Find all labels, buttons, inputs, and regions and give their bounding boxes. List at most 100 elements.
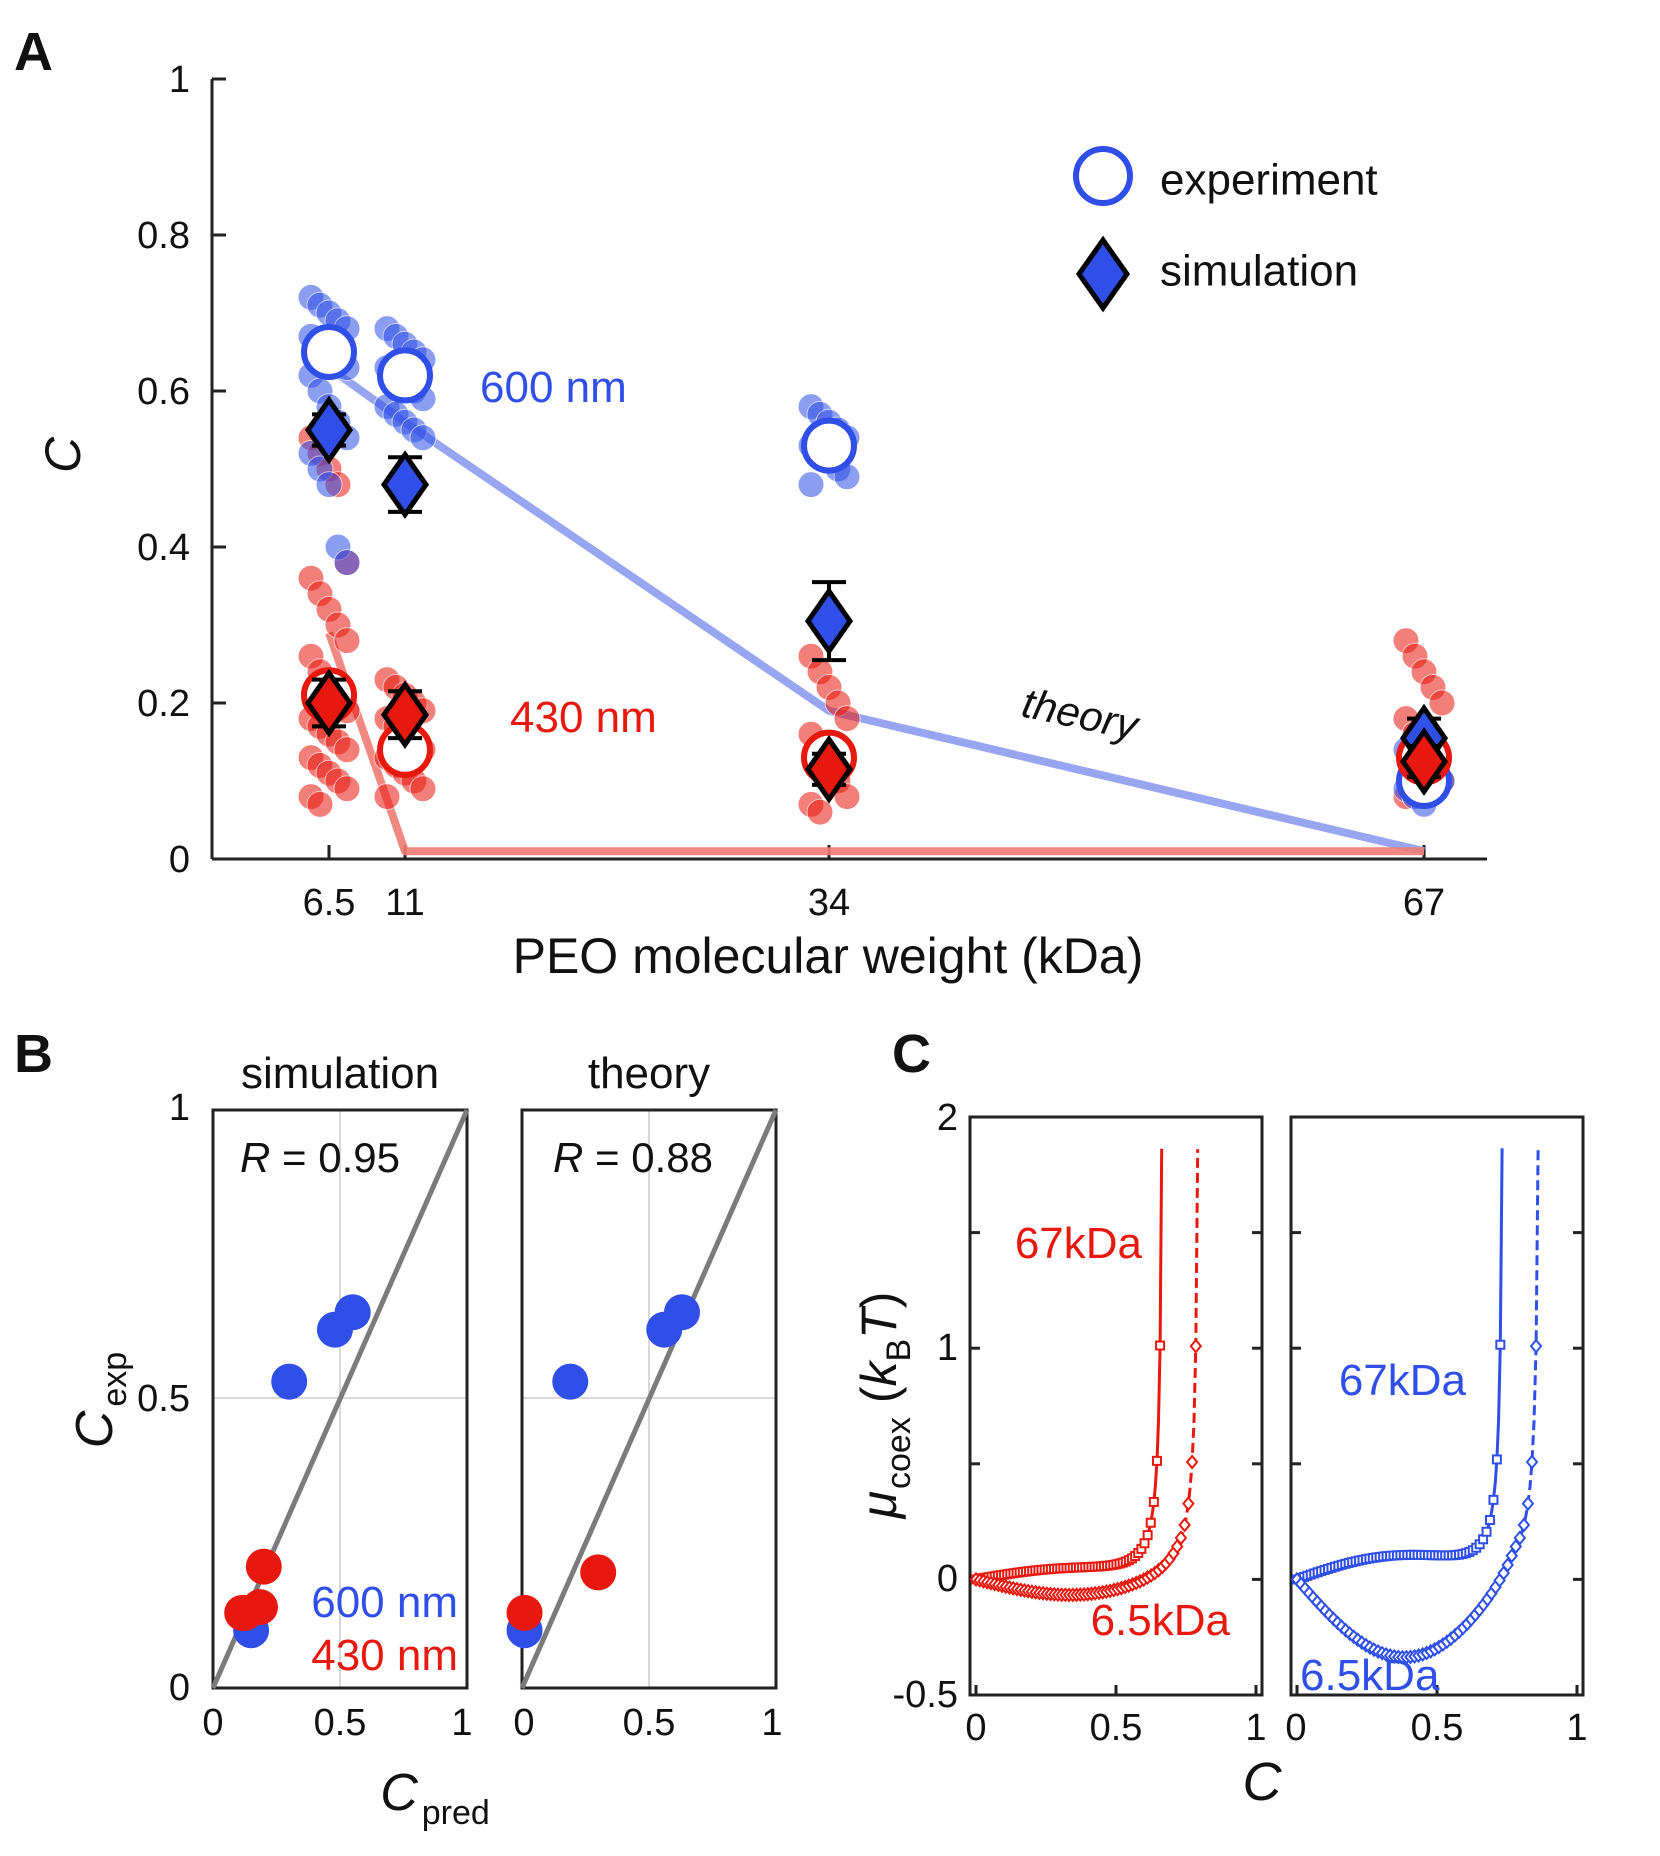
b1-legend-600nm: 600 nm [311,1578,458,1627]
c1-xtick-label: 1 [1245,1707,1266,1749]
b-point [316,1311,353,1348]
a-y-ticks: 0 0.2 0.4 0.6 0.8 1 [137,59,226,881]
c-marker [1189,1338,1203,1354]
a-simulation-point [304,668,354,738]
c-marker [1182,1496,1195,1512]
c-marker [1495,1339,1506,1350]
legend-simulation-label: simulation [1160,247,1358,296]
c-marker [1484,1515,1495,1526]
a-simulation-point [380,450,430,519]
c1-label-67kDa: 67kDa [1015,1219,1143,1268]
a-spread-point [306,790,334,818]
c-marker [1481,1526,1492,1537]
c-right-plot: 67kDa 6.5kDa 0 0.5 1 [1285,1115,1588,1749]
b-ylabel-main: C [66,1410,124,1448]
c-marker [1491,1454,1502,1465]
c-ylabel-mu: μ [851,1491,907,1520]
c-ylabel-close: ) [851,1292,907,1309]
a-label-600nm: 600 nm [480,363,627,412]
a-ytick-label: 1 [169,59,190,101]
c1-tick-marks [970,1115,1262,1697]
a-spread-point [833,783,861,811]
a-ytick-label: 0 [169,839,190,881]
c-marker [1139,1538,1150,1549]
b-point [580,1554,617,1591]
c-marker [1178,1517,1191,1533]
b2-xtick-label: 1 [761,1702,782,1744]
b-left-plot: simulation R = 0.95 600 nm 430 nm 1 0.5 … [66,1049,490,1832]
b1-xtick-label: 1 [451,1702,472,1744]
b-point [245,1548,282,1585]
c1-ytick-label: 1 [937,1327,958,1369]
panel-b: simulation R = 0.95 600 nm 430 nm 1 0.5 … [66,1049,783,1832]
a-experiment-markers [301,324,1452,809]
b-xlabel-sub: pred [422,1794,490,1832]
c-marker [1501,1557,1515,1573]
c1-ytick-label: 0 [937,1558,958,1600]
a-spread-point [797,471,825,499]
b2-r-symbol: R [553,1134,583,1181]
c-ylabel-open: ( [851,1386,907,1403]
c1-ytick-label: -0.5 [893,1674,958,1716]
b1-ytick-label: 0.5 [137,1378,190,1420]
b2-title: theory [588,1049,710,1098]
c-marker [1505,1548,1519,1564]
b-point [646,1311,683,1348]
c2-xtick-label: 0.5 [1411,1707,1464,1749]
c-ylabel-sub: coex [880,1417,918,1489]
a-spread-point [315,471,343,499]
b1-xtick-label: 0 [202,1702,223,1744]
c-marker [1142,1530,1153,1541]
c-ylabel-t: T [851,1305,907,1339]
b2-xtick-label: 0.5 [623,1702,676,1744]
c-marker [1151,1455,1162,1466]
b1-title: simulation [241,1049,439,1098]
b-xlabel-main: C [380,1764,418,1822]
c-marker [1513,1530,1527,1546]
a-theory-lines [325,364,1425,856]
b-y-axis-title: Cexp [66,1352,134,1448]
b1-r-symbol: R [240,1134,270,1181]
c1-xtick-label: 0.5 [1090,1707,1143,1749]
c-marker [1145,1517,1156,1528]
a-ytick-label: 0.8 [137,215,190,257]
a-simulation-point [380,680,430,750]
a-experiment-spread [297,283,1456,826]
b2-r-annotation: R = 0.88 [553,1134,713,1181]
c1-ytick-label: 2 [937,1097,958,1139]
b1-frame [211,1108,469,1690]
c-marker [1148,1496,1159,1507]
b2-xtick-label: 0 [513,1702,534,1744]
c-marker [1525,1454,1539,1470]
c2-tick-marks [1291,1115,1583,1697]
c2-curves [1290,1148,1543,1665]
b2-identity-line [519,1108,779,1690]
b2-frame [520,1108,778,1690]
a-spread-point [333,549,361,577]
panel-label-b: B [14,1024,53,1084]
b-point [552,1363,589,1400]
b2-points [506,1294,701,1649]
c-y-axis-title: μcoex (kBT) [851,1292,918,1521]
legend-simulation-marker [1075,235,1131,313]
a-spread-point [806,798,834,826]
a-spread-point [333,736,361,764]
b2-r-value: = 0.88 [583,1134,713,1181]
a-xtick-label: 67 [1403,882,1445,924]
a-x-ticks: 6.5 11 34 67 [303,845,1445,924]
c-x-axis-title: C [1243,1752,1283,1812]
a-experiment-point [801,417,857,474]
b1-xtick-label: 0.5 [314,1702,367,1744]
c2-frame [1289,1115,1585,1697]
c-ylabel-k: k [851,1359,907,1387]
a-spread-point [333,775,361,803]
c-marker [1529,1338,1543,1354]
a-simulation-point [804,734,854,804]
legend-experiment-marker [1073,146,1133,206]
a-label-430nm: 430 nm [510,693,657,742]
c1-curves [969,1148,1203,1603]
panel-label-a: A [14,22,53,82]
a-xtick-label: 11 [385,882,424,924]
a-spread-point [373,783,401,811]
